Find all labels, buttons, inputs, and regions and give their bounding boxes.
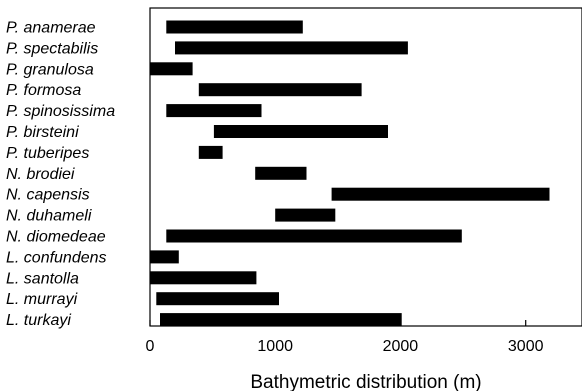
x-tick-label: 1000 [257,338,293,355]
category-label: L. confundens [6,249,107,266]
category-label: P. formosa [6,82,81,99]
range-bar [166,20,303,34]
category-label: N. diomedeae [6,229,106,246]
x-axis-title: Bathymetric distribution (m) [250,372,481,391]
range-bar [150,250,179,264]
range-bar [198,83,362,97]
x-tick-label: 0 [146,338,155,355]
range-bar [331,187,550,201]
range-bar [166,229,462,243]
range-bar [150,62,193,76]
category-label: N. duhameli [6,208,92,225]
category-label: L. santolla [6,270,79,287]
category-label: P. spectabilis [6,40,98,57]
range-bar [275,208,336,222]
category-label: N. capensis [6,187,90,204]
category-labels: P. anamerae P. spectabilis P. granulosa P. … [6,20,115,330]
range-bar [156,292,279,306]
x-tick-label: 2000 [383,338,419,355]
range-bar [175,41,408,55]
range-bar [198,145,223,159]
category-label: L. murrayi [6,291,78,308]
range-bar [160,313,402,327]
category-label: P. anamerae [6,20,96,37]
x-axis-ticks: 0 1000 2000 3000 [146,320,544,355]
bars-layer [150,20,550,327]
category-label: P. spinosissima [6,103,115,120]
category-label: L. turkayi [6,312,71,329]
category-label: N. brodiei [6,166,75,183]
category-label: P. granulosa [6,61,94,78]
range-bar [213,125,388,138]
range-bar [166,104,262,118]
x-tick-label: 3000 [508,338,544,355]
range-bar [255,166,307,180]
category-label: P. birsteini [6,124,79,141]
range-bar [150,271,257,285]
category-label: P. tuberipes [6,145,89,162]
